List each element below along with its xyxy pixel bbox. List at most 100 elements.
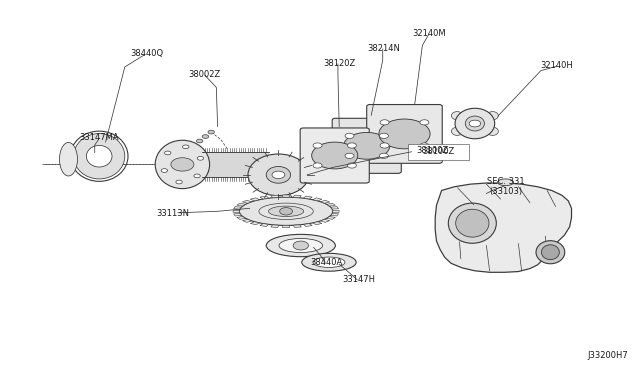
Text: J33200H7: J33200H7: [588, 351, 628, 360]
Circle shape: [380, 133, 388, 138]
Circle shape: [161, 169, 168, 172]
Polygon shape: [282, 195, 290, 197]
Ellipse shape: [456, 209, 489, 237]
Polygon shape: [321, 200, 330, 203]
Ellipse shape: [487, 127, 499, 135]
Circle shape: [348, 163, 356, 168]
Polygon shape: [303, 224, 312, 227]
Ellipse shape: [448, 203, 497, 243]
Ellipse shape: [279, 238, 323, 253]
Polygon shape: [237, 217, 246, 219]
Polygon shape: [260, 224, 269, 227]
Polygon shape: [250, 198, 259, 201]
Polygon shape: [321, 219, 330, 222]
Polygon shape: [326, 203, 335, 206]
Polygon shape: [303, 196, 312, 199]
Circle shape: [469, 120, 481, 127]
Text: 38120Z: 38120Z: [323, 59, 355, 68]
Polygon shape: [233, 210, 239, 212]
Circle shape: [171, 158, 194, 171]
Ellipse shape: [455, 108, 495, 139]
FancyBboxPatch shape: [332, 118, 401, 173]
Circle shape: [164, 151, 171, 155]
Text: 38214N: 38214N: [367, 44, 401, 53]
Circle shape: [420, 143, 429, 148]
Ellipse shape: [269, 206, 304, 217]
Polygon shape: [243, 219, 252, 222]
Polygon shape: [435, 183, 572, 272]
Text: 33147MA: 33147MA: [79, 133, 119, 142]
Text: 38440Q: 38440Q: [131, 49, 164, 58]
Circle shape: [379, 119, 430, 149]
Circle shape: [280, 208, 292, 215]
Polygon shape: [293, 225, 301, 227]
Text: 38100Z: 38100Z: [416, 146, 448, 155]
Circle shape: [420, 120, 429, 125]
Text: 33147H: 33147H: [342, 275, 375, 284]
Circle shape: [380, 153, 388, 158]
FancyBboxPatch shape: [367, 105, 442, 163]
Polygon shape: [333, 210, 339, 212]
Polygon shape: [331, 206, 339, 209]
Circle shape: [380, 143, 389, 148]
Ellipse shape: [451, 112, 463, 120]
Circle shape: [194, 174, 200, 178]
Ellipse shape: [313, 257, 345, 267]
Ellipse shape: [487, 112, 499, 120]
Circle shape: [197, 157, 204, 160]
Text: 32140M: 32140M: [412, 29, 445, 38]
Polygon shape: [234, 206, 241, 209]
Polygon shape: [331, 214, 339, 216]
Polygon shape: [282, 225, 290, 228]
Polygon shape: [260, 196, 269, 199]
Text: 38002Z: 38002Z: [189, 70, 221, 79]
FancyBboxPatch shape: [202, 152, 269, 177]
Ellipse shape: [536, 241, 564, 264]
Ellipse shape: [266, 167, 291, 183]
Circle shape: [345, 153, 354, 158]
Ellipse shape: [302, 253, 356, 271]
Ellipse shape: [239, 197, 333, 225]
Ellipse shape: [451, 127, 463, 135]
Circle shape: [313, 163, 322, 168]
Ellipse shape: [155, 140, 209, 189]
Polygon shape: [293, 195, 301, 198]
Polygon shape: [271, 195, 279, 198]
Ellipse shape: [465, 116, 484, 131]
Text: 38440A: 38440A: [310, 258, 342, 267]
Circle shape: [208, 130, 214, 134]
Text: 32140H: 32140H: [540, 61, 573, 70]
Ellipse shape: [266, 234, 335, 257]
Ellipse shape: [541, 245, 559, 260]
Text: SEC. 331
(33103): SEC. 331 (33103): [487, 177, 524, 196]
Circle shape: [272, 171, 285, 179]
Circle shape: [176, 180, 182, 184]
Text: 38100Z: 38100Z: [422, 147, 454, 156]
Circle shape: [182, 145, 189, 149]
Circle shape: [312, 142, 358, 169]
Circle shape: [293, 241, 308, 250]
Circle shape: [348, 143, 356, 148]
Polygon shape: [271, 225, 279, 227]
Circle shape: [202, 135, 209, 138]
Circle shape: [345, 133, 354, 138]
Polygon shape: [237, 203, 246, 206]
Text: 33113N: 33113N: [156, 209, 189, 218]
Circle shape: [196, 139, 203, 143]
Ellipse shape: [74, 134, 125, 179]
Polygon shape: [326, 217, 335, 219]
Circle shape: [380, 120, 389, 125]
Ellipse shape: [86, 145, 112, 167]
Ellipse shape: [248, 154, 308, 196]
Polygon shape: [250, 222, 259, 225]
Circle shape: [344, 132, 390, 159]
Polygon shape: [234, 214, 241, 216]
FancyBboxPatch shape: [408, 144, 469, 160]
FancyBboxPatch shape: [300, 128, 369, 183]
Polygon shape: [313, 222, 322, 225]
Polygon shape: [243, 200, 252, 203]
Polygon shape: [313, 198, 322, 201]
Ellipse shape: [60, 142, 77, 176]
Circle shape: [313, 143, 322, 148]
Ellipse shape: [498, 179, 514, 186]
